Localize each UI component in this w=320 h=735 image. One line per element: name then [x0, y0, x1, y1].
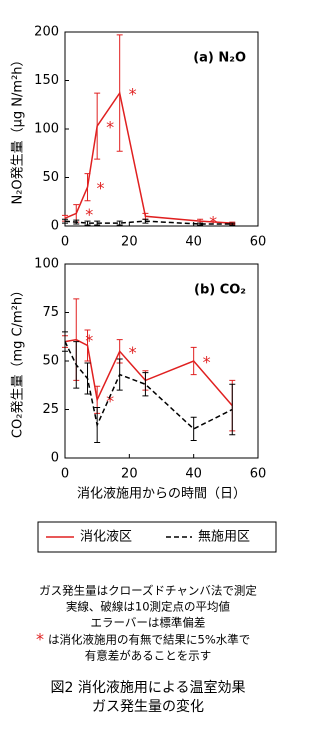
legend-label: 消化液区 — [80, 530, 132, 545]
x-tick-label: 40 — [185, 467, 202, 482]
x-tick-label: 60 — [250, 235, 267, 250]
caption: 図2 消化液施用による温室効果 — [51, 679, 246, 696]
note: は消化液施用の有無で結果に5%水準で — [48, 633, 250, 647]
significance-mark: * — [85, 331, 93, 350]
error-bar — [197, 222, 204, 226]
legend-label: 無施用区 — [198, 530, 250, 545]
error-bar — [229, 222, 236, 226]
note-mark: * — [36, 630, 44, 649]
panel-label: (a) N₂O — [193, 51, 246, 66]
panel-label: (b) CO₂ — [194, 283, 246, 298]
note: 有意差があることを示す — [85, 649, 212, 663]
error-bar — [142, 372, 149, 397]
error-bar — [116, 220, 123, 226]
y-tick-label: 0 — [51, 219, 59, 234]
x-tick-label: 20 — [121, 467, 138, 482]
significance-mark: * — [106, 118, 114, 137]
series-line — [64, 220, 233, 225]
y-axis-label: CO₂発生量（mg C/m²h） — [11, 284, 26, 438]
x-tick-label: 20 — [121, 235, 138, 250]
x-axis-label: 消化液施用からの時間（日） — [77, 487, 246, 502]
series-line — [64, 341, 233, 430]
significance-mark: * — [129, 343, 137, 362]
series-line — [64, 338, 233, 407]
y-tick-label: 75 — [42, 305, 59, 320]
y-axis-label: N₂O発生量（μg N/m²h） — [11, 53, 26, 204]
series-line — [64, 91, 233, 224]
x-tick-label: 60 — [250, 467, 267, 482]
y-tick-label: 50 — [42, 354, 59, 369]
y-tick-label: 25 — [42, 402, 59, 417]
y-tick-label: 100 — [34, 122, 59, 137]
error-bar — [229, 383, 236, 436]
caption: ガス発生量の変化 — [92, 698, 204, 715]
y-tick-label: 150 — [34, 73, 59, 88]
significance-mark: * — [106, 391, 114, 410]
y-tick-label: 200 — [34, 25, 59, 40]
note: 実線、破線は10測定点の平均値 — [66, 600, 231, 614]
note: ガス発生量はクローズドチャンバ法で測定 — [39, 584, 257, 598]
error-bar — [84, 220, 91, 226]
significance-mark: * — [203, 353, 211, 372]
significance-mark: * — [97, 179, 105, 198]
note: エラーバーは標準偏差 — [91, 616, 206, 630]
figure: 消化液区 無施用区 ガス発生量はクローズドチャンバ法で測定 実線、破線は10測定… — [11, 25, 277, 715]
legend-box — [37, 521, 277, 553]
x-tick-label: 0 — [61, 235, 69, 250]
x-tick-label: 40 — [185, 235, 202, 250]
y-tick-label: 50 — [42, 170, 59, 185]
x-tick-label: 0 — [61, 467, 69, 482]
significance-mark: * — [129, 85, 137, 104]
y-tick-label: 0 — [51, 451, 59, 466]
error-bar — [190, 416, 197, 442]
y-tick-label: 100 — [34, 257, 59, 272]
significance-mark: * — [85, 205, 93, 224]
